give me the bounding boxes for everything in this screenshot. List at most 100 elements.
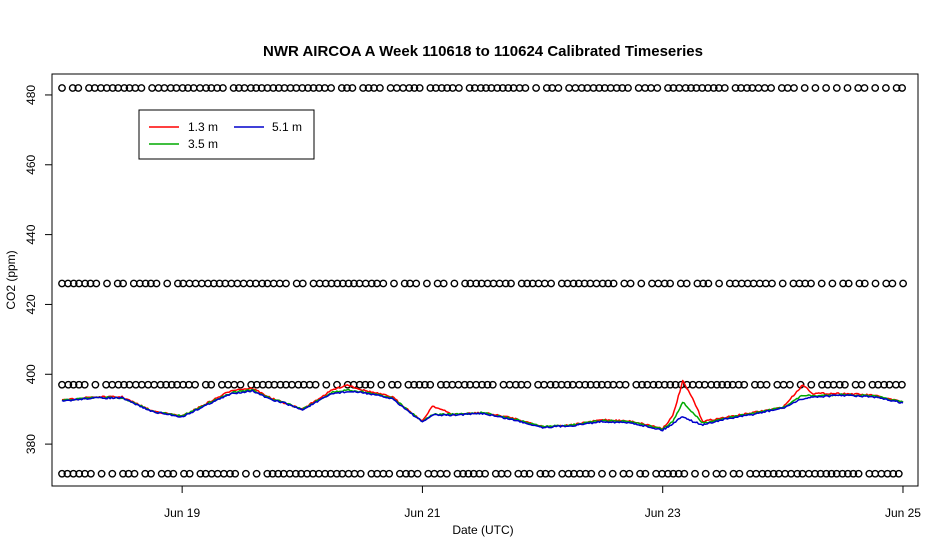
marker-circle <box>461 279 469 288</box>
marker-circle <box>258 279 267 288</box>
marker-circle <box>291 469 300 478</box>
marker-circle <box>498 84 507 92</box>
marker-circle <box>355 380 364 389</box>
marker-circle <box>268 469 277 478</box>
marker-circle <box>169 469 178 478</box>
marker-circle <box>790 84 798 92</box>
marker-circle <box>148 84 157 92</box>
marker-circle <box>860 279 869 288</box>
marker-circle <box>517 279 526 288</box>
marker-circle <box>587 469 596 478</box>
marker-circle <box>800 84 809 92</box>
marker-circle <box>620 279 629 288</box>
marker-circle <box>521 84 530 92</box>
marker-circle <box>478 380 486 389</box>
marker-circle <box>743 84 751 92</box>
marker-circle <box>768 279 776 288</box>
marker-circle <box>511 380 520 389</box>
marker-rows <box>58 84 907 478</box>
marker-circle <box>625 469 634 478</box>
marker-circle <box>892 84 901 92</box>
marker-circle <box>779 380 788 389</box>
marker-circle <box>413 469 422 478</box>
marker-circle <box>558 469 567 478</box>
marker-circle <box>811 469 819 478</box>
marker-circle <box>894 469 903 478</box>
marker-circle <box>269 84 278 92</box>
marker-circle <box>592 380 601 389</box>
marker-circle <box>439 279 448 288</box>
marker-circle <box>718 469 727 478</box>
marker-circle <box>252 469 261 478</box>
marker-circle <box>898 380 906 389</box>
marker-circle <box>536 469 545 478</box>
marker-circle <box>361 380 370 389</box>
marker-circle <box>731 84 740 92</box>
marker-circle <box>723 380 732 389</box>
marker-circle <box>231 469 240 478</box>
marker-circle <box>483 380 492 389</box>
marker-circle <box>832 84 841 92</box>
marker-circle <box>669 469 678 478</box>
marker-circle <box>239 279 248 288</box>
marker-circle <box>252 84 261 92</box>
marker-circle <box>868 380 877 389</box>
marker-circle <box>634 84 643 92</box>
marker-circle <box>224 380 233 389</box>
marker-circle <box>207 380 216 389</box>
marker-circle <box>603 380 612 389</box>
y-tick-label: 380 <box>24 434 38 454</box>
marker-circle <box>762 380 771 389</box>
marker-circle <box>332 469 341 478</box>
marker-circle <box>450 279 459 288</box>
marker-circle <box>103 279 111 288</box>
marker-circle <box>163 279 172 288</box>
y-axis-label: CO2 (ppm) <box>4 250 18 309</box>
marker-circle <box>636 469 644 478</box>
marker-circle <box>58 84 66 92</box>
marker-circle <box>557 279 566 288</box>
marker-circle <box>213 84 222 92</box>
marker-circle <box>167 380 176 389</box>
marker-circle <box>294 380 303 389</box>
marker-circle <box>415 84 424 92</box>
marker-circle <box>580 279 589 288</box>
y-axis: 380 400 420 440 460 480 <box>24 85 52 454</box>
y-tick-label: 420 <box>24 294 38 314</box>
marker-circle <box>359 84 367 92</box>
x-tick-label: Jun 25 <box>885 506 921 520</box>
marker-circle <box>854 469 863 478</box>
marker-circle <box>499 380 508 389</box>
marker-circle <box>58 380 66 389</box>
marker-circle <box>598 279 607 288</box>
marker-circle <box>426 380 435 389</box>
marker-circle <box>108 469 117 478</box>
x-axis: Jun 19 Jun 21 Jun 23 Jun 25 <box>164 486 921 520</box>
marker-circle <box>680 469 689 478</box>
marker-circle <box>322 380 331 389</box>
marker-circle <box>844 279 853 288</box>
marker-circle <box>163 469 172 478</box>
marker-circle <box>849 469 858 478</box>
marker-circle <box>481 469 489 478</box>
marker-circle <box>618 84 627 92</box>
marker-circle <box>773 380 782 389</box>
marker-circle <box>309 84 318 92</box>
marker-circle <box>626 279 635 288</box>
marker-circle <box>807 380 816 389</box>
marker-circle <box>226 469 234 478</box>
marker-circle <box>402 469 410 478</box>
marker-circle <box>554 84 563 92</box>
marker-circle <box>459 469 467 478</box>
marker-circle <box>337 84 346 92</box>
marker-circle <box>377 380 386 389</box>
marker-circle <box>648 279 656 288</box>
marker-circle <box>595 84 604 92</box>
marker-circle <box>263 469 272 478</box>
marker-circle <box>843 84 852 92</box>
y-tick-label: 440 <box>24 224 38 244</box>
marker-circle <box>315 84 323 92</box>
marker-circle <box>660 279 669 288</box>
marker-circle <box>218 84 227 92</box>
